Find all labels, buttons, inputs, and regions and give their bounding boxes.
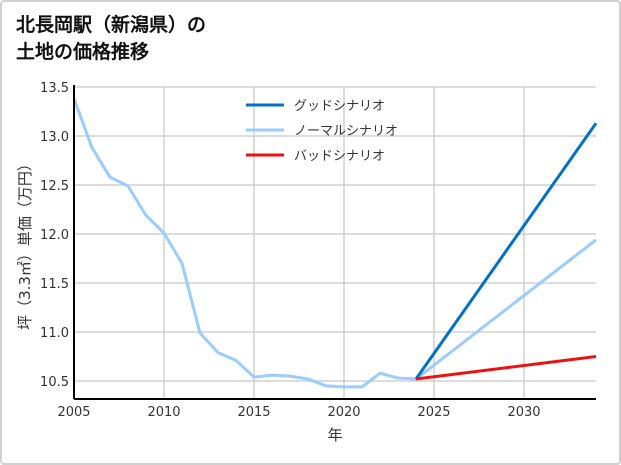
y-tick-label: 10.5 — [40, 375, 69, 390]
x-axis-label: 年 — [327, 426, 342, 444]
legend-label: ノーマルシナリオ — [294, 124, 398, 139]
y-tick-label: 12.5 — [40, 179, 69, 194]
y-tick-label: 11.0 — [40, 326, 69, 341]
x-tick-label: 2025 — [417, 405, 450, 420]
series-line-2 — [415, 355, 597, 381]
legend-label: バッドシナリオ — [294, 149, 385, 164]
series-line-0 — [414, 122, 598, 380]
title-line-1: 北長岡駅（新潟県）の — [16, 14, 207, 36]
x-tick-label: 2005 — [57, 405, 90, 420]
x-tick-label: 2010 — [147, 405, 180, 420]
y-tick-label: 12.0 — [40, 228, 69, 243]
legend-label: グッドシナリオ — [294, 99, 385, 114]
x-tick-label: 2030 — [507, 405, 540, 420]
y-tick-label: 11.5 — [40, 277, 69, 292]
x-tick-label: 2015 — [237, 405, 270, 420]
y-axis-label: 坪（3.3㎡）単価（万円） — [16, 156, 34, 330]
y-tick-label: 13.0 — [40, 130, 69, 145]
x-tick-label: 2020 — [327, 405, 360, 420]
y-tick-label: 13.5 — [40, 81, 69, 96]
series-line-1 — [72, 98, 597, 389]
title-line-2: 土地の価格推移 — [16, 41, 150, 63]
chart-title: 北長岡駅（新潟県）の 土地の価格推移 — [16, 12, 206, 66]
